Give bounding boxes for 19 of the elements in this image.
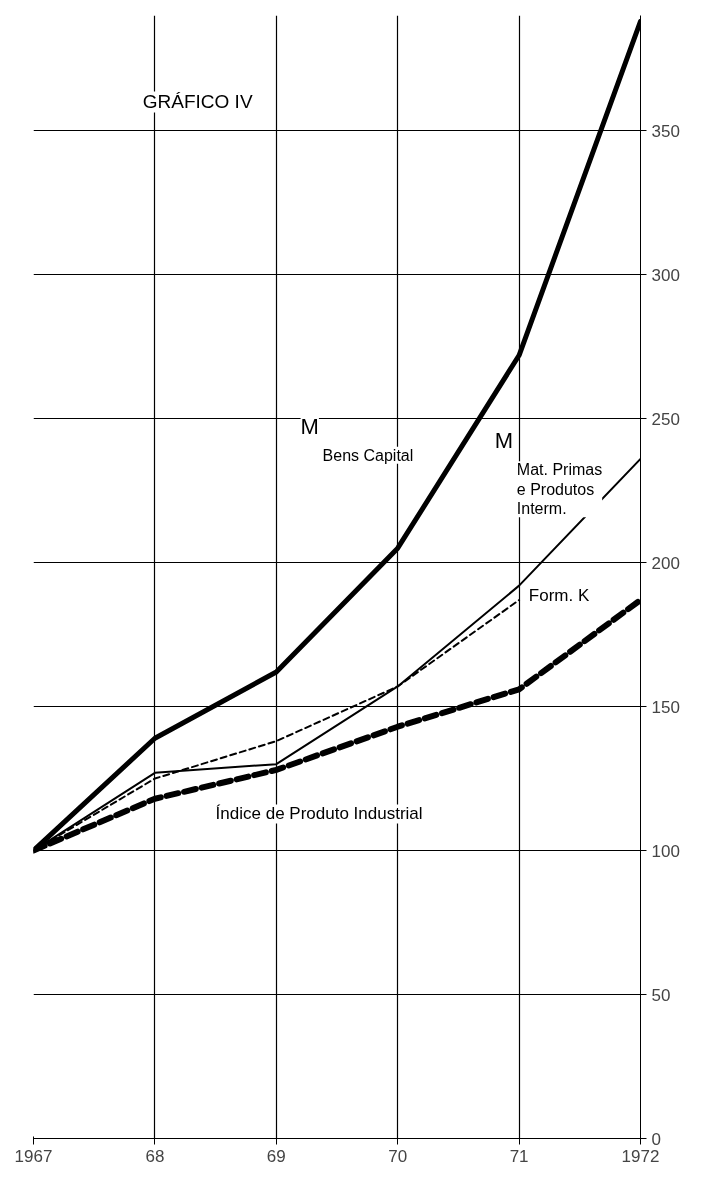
text: GRÁFICO IV (142, 91, 253, 113)
x-tick-label: 1972 (621, 1146, 660, 1166)
series-label: MMat. Primas e Produtos Interm. (494, 428, 603, 518)
series-label: MBens Capital (300, 413, 414, 464)
series-label: Form. K (528, 585, 590, 605)
x-tick-label: 71 (509, 1146, 529, 1166)
y-tick-label: 300 (651, 265, 680, 285)
y-tick-label: 100 (651, 841, 680, 861)
y-tick-label: 250 (651, 409, 680, 429)
y-tick-label: 150 (651, 697, 680, 717)
x-tick-label: 69 (266, 1146, 286, 1166)
x-tick-label: 68 (145, 1146, 165, 1166)
x-tick-label: 1967 (14, 1146, 53, 1166)
y-tick-label: 0 (651, 1129, 661, 1149)
series-label: Índice de Produto Industrial (215, 804, 423, 824)
x-tick-label: 70 (388, 1146, 408, 1166)
y-tick-label: 50 (651, 985, 671, 1005)
y-tick-label: 200 (651, 553, 680, 573)
y-tick-label: 350 (651, 121, 680, 141)
